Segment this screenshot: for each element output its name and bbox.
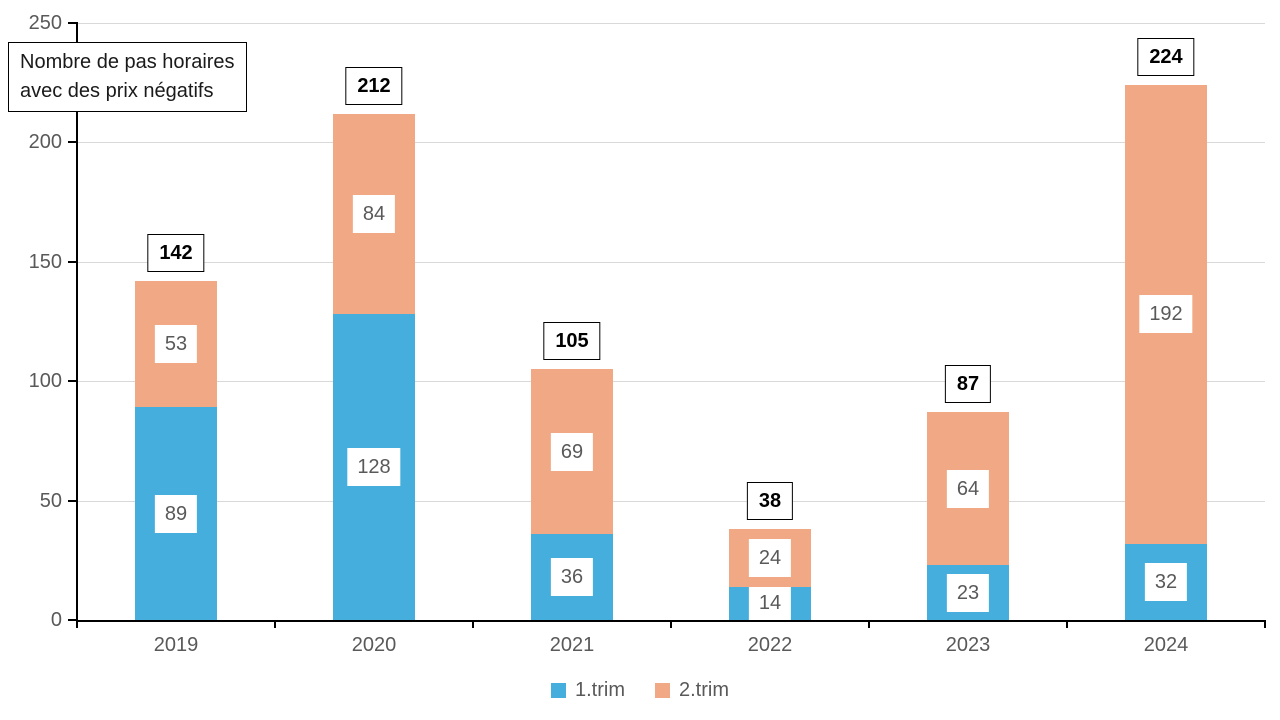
x-axis-category-label: 2020 [351, 634, 397, 656]
bar-segment-label: 36 [550, 558, 594, 597]
x-axis-category-label: 2023 [945, 634, 991, 656]
bar-total-label: 224 [1137, 38, 1195, 77]
x-axis-tick [1264, 620, 1266, 628]
bar-segment-label: 24 [748, 538, 792, 577]
x-axis-tick [1066, 620, 1068, 628]
legend-swatch-2trim-icon [655, 683, 670, 698]
y-axis-tick [67, 260, 77, 263]
y-axis-tick-label: 250 [28, 12, 62, 34]
legend-item-2trim: 2.trim [655, 679, 729, 702]
gridline-150 [77, 261, 1265, 263]
gridline-50 [77, 500, 1265, 502]
y-axis-tick-label: 200 [28, 131, 62, 154]
bar-segment-label: 53 [154, 325, 198, 364]
bar-segment-label: 14 [748, 584, 792, 623]
x-axis-tick [868, 620, 870, 628]
bar-segment-label: 89 [154, 494, 198, 533]
bar-total-label: 212 [345, 66, 403, 105]
y-axis-tick-label: 100 [28, 370, 62, 393]
legend-label: 1.trim [575, 679, 625, 701]
y-axis-tick [67, 22, 77, 24]
x-axis-category-label: 2022 [747, 634, 793, 656]
y-axis-tick-label: 50 [39, 489, 62, 512]
bar-segment-label: 84 [352, 195, 396, 234]
gridline-200 [77, 142, 1265, 144]
bar-segment-label: 192 [1139, 295, 1193, 334]
bar-segment-label: 23 [946, 573, 990, 612]
y-axis-line [75, 22, 78, 622]
chart-title-box: Nombre de pas horaires avec des prix nég… [8, 42, 247, 112]
bar-segment-label: 128 [347, 448, 401, 487]
y-axis-tick-label: 150 [28, 250, 62, 273]
bar-total-label: 38 [746, 482, 794, 521]
bar-segment-label: 69 [550, 432, 594, 471]
x-axis-tick [472, 620, 474, 628]
bar-segment-label: 32 [1144, 562, 1188, 601]
chart-title-line-2: avec des prix négatifs [20, 80, 214, 102]
y-axis-tick-label: 0 [50, 609, 62, 631]
y-axis-tick [67, 141, 77, 144]
legend-swatch-1trim-icon [551, 683, 566, 698]
x-axis-category-label: 2021 [549, 634, 595, 656]
legend: 1.trim 2.trim [0, 679, 1280, 702]
y-axis-tick [67, 380, 77, 383]
x-axis-tick [76, 620, 78, 628]
gridline-100 [77, 381, 1265, 383]
x-axis-tick [670, 620, 672, 628]
bar-total-label: 142 [147, 233, 205, 272]
x-axis-category-label: 2019 [153, 634, 199, 656]
y-axis-tick [67, 619, 77, 621]
legend-label: 2.trim [679, 679, 729, 701]
bar-total-label: 87 [944, 365, 992, 404]
x-axis-category-label: 2024 [1143, 634, 1189, 656]
bar-total-label: 105 [543, 322, 601, 361]
gridline-250 [77, 23, 1265, 24]
y-axis-tick [67, 499, 77, 502]
chart-title-line-1: Nombre de pas horaires [20, 51, 235, 73]
plot-area: 89 53 142 128 84 212 36 69 105 14 24 38 23 64 87 32 192 2… [77, 23, 1265, 623]
bar-segment-label: 64 [946, 469, 990, 508]
x-axis-tick [274, 620, 276, 628]
legend-item-1trim: 1.trim [551, 679, 625, 702]
